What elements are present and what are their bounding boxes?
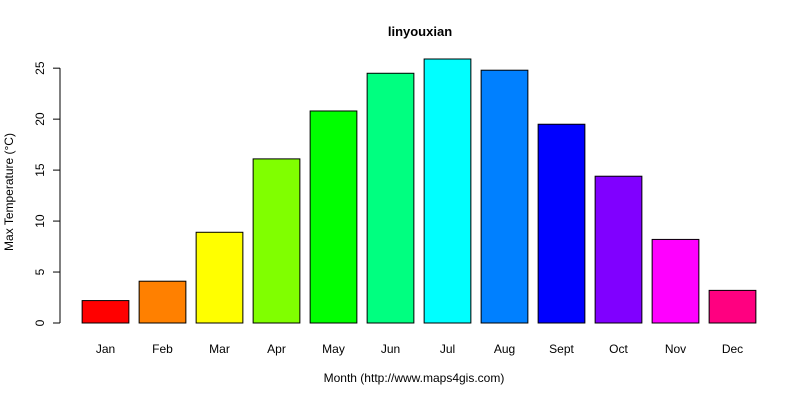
x-tick-label: Nov <box>665 342 686 356</box>
x-tick-label: Aug <box>494 342 515 356</box>
x-tick-label: Jun <box>381 342 400 356</box>
bar-nov <box>651 238 700 324</box>
y-tick-label: 0 <box>33 319 47 326</box>
x-tick-label: Dec <box>722 342 743 356</box>
x-axis-label: Month (http://www.maps4gis.com) <box>324 371 505 385</box>
bars-layer <box>81 58 757 324</box>
bar-mar <box>195 231 244 324</box>
x-tick-label: Feb <box>152 342 173 356</box>
y-tick-label: 5 <box>33 268 47 275</box>
bar-dec <box>708 289 757 324</box>
x-tick-label: May <box>322 342 345 356</box>
bar-apr <box>252 158 301 324</box>
x-tick-label: Mar <box>209 342 230 356</box>
y-axis: 0 5 10 15 20 25 <box>33 61 61 326</box>
bar-feb <box>138 280 187 324</box>
x-axis: Jan Feb Mar Apr May Jun Jul Aug Sept Oct Nov Dec <box>96 342 743 356</box>
bar-may <box>309 110 358 324</box>
y-tick-label: 15 <box>33 163 47 177</box>
chart-title: linyouxian <box>388 24 452 39</box>
x-tick-label: Apr <box>267 342 286 356</box>
bar-oct <box>594 175 643 324</box>
bar-aug <box>480 69 529 324</box>
bar-sept <box>537 123 586 324</box>
y-tick-label: 20 <box>33 112 47 126</box>
bar-jul <box>423 58 472 324</box>
y-tick-label: 10 <box>33 214 47 228</box>
bar-jan <box>81 300 130 324</box>
bar-jun <box>366 72 415 324</box>
x-tick-label: Oct <box>609 342 628 356</box>
x-tick-label: Sept <box>549 342 574 356</box>
y-axis-label: Max Temperature (°C) <box>2 133 16 251</box>
y-tick-label: 25 <box>33 61 47 75</box>
x-tick-label: Jul <box>440 342 455 356</box>
x-tick-label: Jan <box>96 342 115 356</box>
